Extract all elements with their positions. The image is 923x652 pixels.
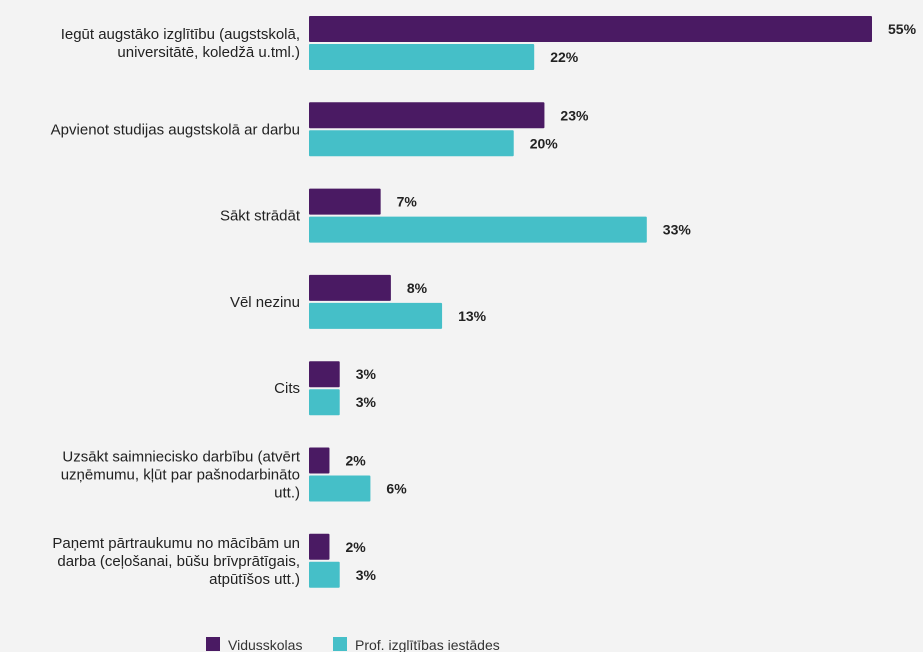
- value-label-vidusskolas-0: 55%: [888, 21, 917, 37]
- bar-prof-3: [309, 302, 443, 329]
- bar-vidusskolas-1: [309, 102, 545, 129]
- legend-label-vidusskolas: Vidusskolas: [228, 637, 302, 652]
- value-label-prof-3: 13%: [458, 308, 487, 324]
- value-labels-group: 55% 22% 23%20% 7% 33% 8% 13% 3% 3% 2% 6% 2% 3%: [345, 21, 916, 583]
- bar-prof-2: [309, 216, 647, 243]
- category-label-0: Iegūt augstāko izglītību (augstskolā, uni…: [61, 26, 300, 61]
- bar-prof-0: [309, 44, 535, 70]
- legend-swatch-vidusskolas: [206, 637, 220, 651]
- bar-prof-6: [309, 561, 340, 588]
- category-label-3: Vēl nezinu: [230, 294, 300, 311]
- value-label-vidusskolas-2: 7%: [397, 194, 418, 210]
- value-label-prof-6: 3%: [356, 567, 377, 583]
- value-label-prof-4: 3%: [356, 394, 377, 410]
- bar-vidusskolas-3: [309, 274, 391, 301]
- value-label-vidusskolas-6: 2%: [345, 539, 366, 555]
- value-label-vidusskolas-5: 2%: [345, 453, 366, 469]
- category-label-4: Cits: [274, 380, 300, 397]
- bar-vidusskolas-5: [309, 447, 330, 474]
- bar-vidusskolas-4: [309, 361, 340, 388]
- category-label-2: Sākt strādāt: [220, 208, 301, 225]
- bar-vidusskolas-2: [309, 188, 381, 215]
- value-label-prof-0: 22%: [550, 49, 579, 65]
- category-label-6: Paņemt pārtraukumu no mācībām un darba (c…: [52, 535, 300, 588]
- value-label-vidusskolas-1: 23%: [560, 107, 589, 123]
- bars-group: [309, 16, 872, 588]
- category-label-5: Uzsākt saimniecisko darbību (atvērt uzņēm…: [61, 449, 301, 502]
- legend-swatch-prof: [333, 637, 347, 651]
- category-labels-group: Iegūt augstāko izglītību (augstskolā, uni…: [51, 26, 301, 588]
- category-label-1: Apvienot studijas augstskolā ar darbu: [51, 121, 300, 138]
- value-label-prof-1: 20%: [530, 135, 559, 151]
- bar-prof-4: [309, 389, 340, 416]
- value-label-vidusskolas-3: 8%: [407, 280, 428, 296]
- value-label-vidusskolas-4: 3%: [356, 366, 377, 382]
- bar-prof-5: [309, 475, 371, 502]
- value-label-prof-2: 33%: [663, 222, 692, 238]
- value-label-prof-5: 6%: [386, 481, 407, 497]
- bar-vidusskolas-0: [309, 16, 872, 42]
- legend: Vidusskolas Prof. izglītības iestādes: [206, 637, 500, 652]
- legend-label-prof: Prof. izglītības iestādes: [355, 637, 500, 652]
- bar-vidusskolas-6: [309, 533, 330, 560]
- bar-prof-1: [309, 130, 514, 157]
